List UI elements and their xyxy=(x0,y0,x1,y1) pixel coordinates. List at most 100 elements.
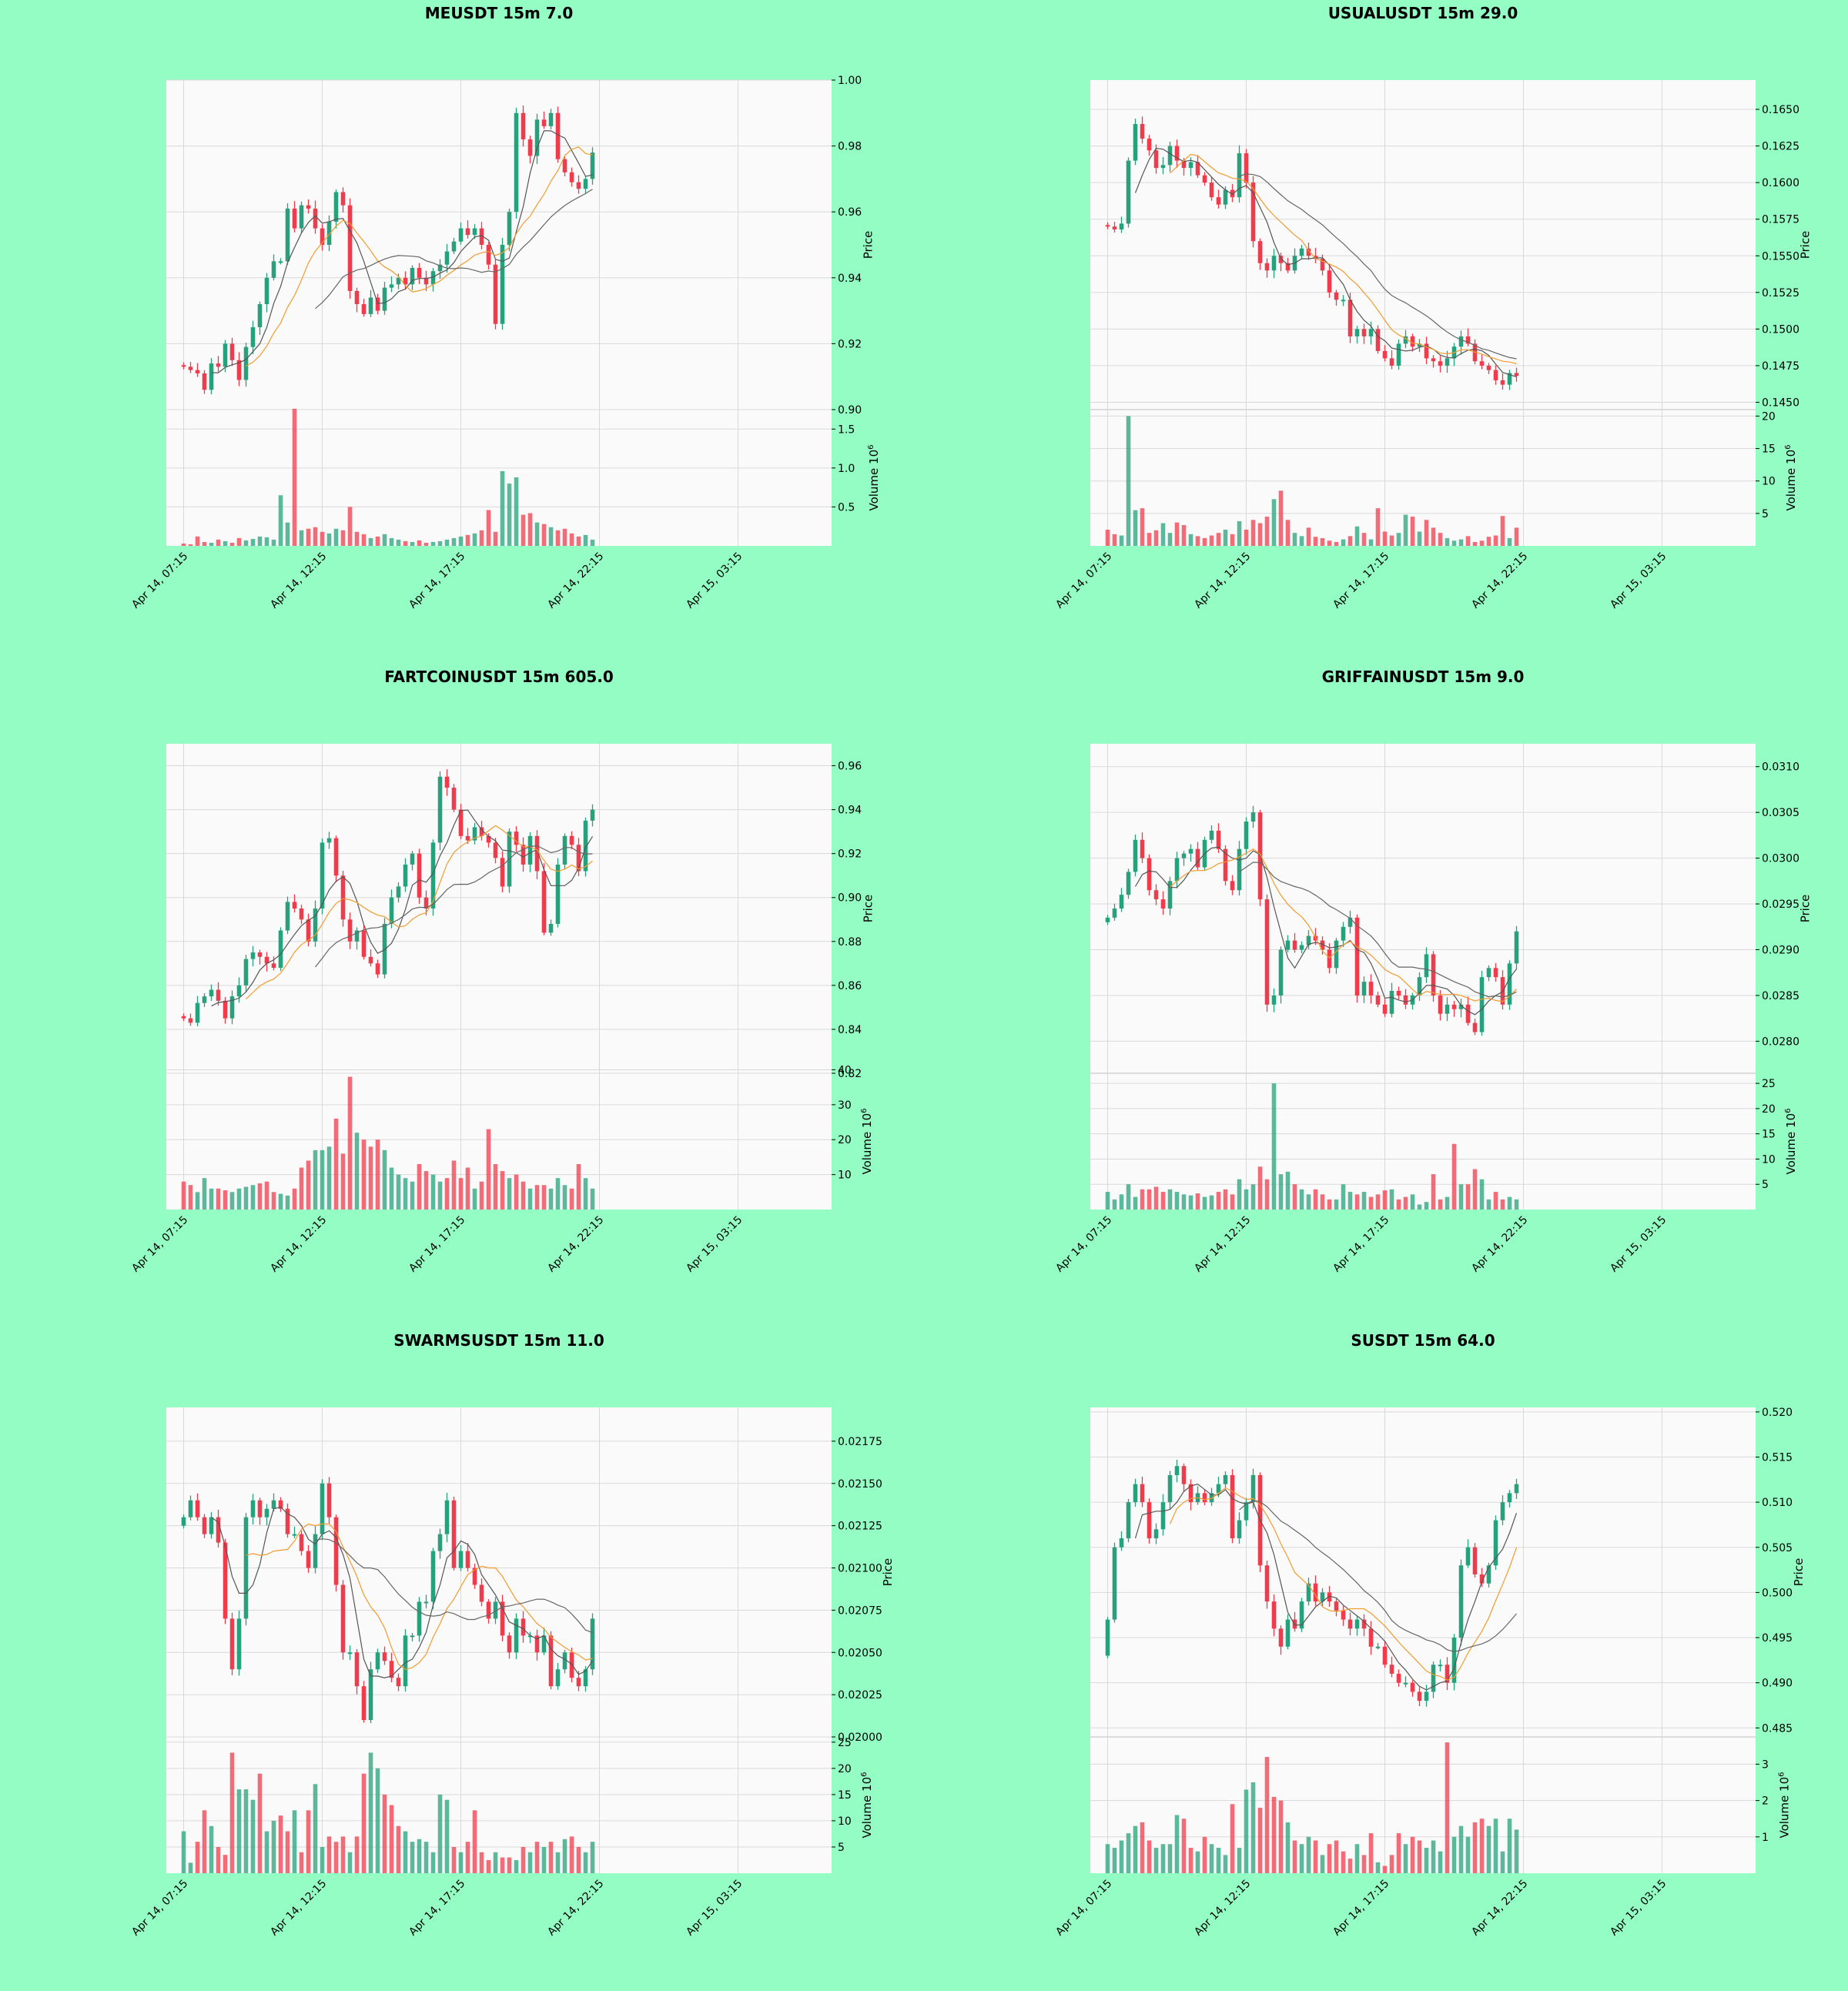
candle-body xyxy=(1160,1502,1166,1530)
candle-body xyxy=(1507,963,1512,1005)
volume-bar xyxy=(486,1129,491,1210)
candle-body xyxy=(1334,940,1339,969)
candle-body xyxy=(590,1618,595,1670)
candle-body xyxy=(1327,270,1332,293)
x-tick-label: Apr 14, 07:15 xyxy=(1053,1214,1114,1275)
volume-bar xyxy=(1389,1855,1394,1873)
volume-bar xyxy=(368,1752,373,1873)
price-panel xyxy=(1090,744,1756,1073)
volume-bar xyxy=(271,539,276,546)
volume-bar xyxy=(375,1768,380,1873)
volume-bar xyxy=(1382,1866,1388,1873)
price-tick-label: 0.0295 xyxy=(1762,898,1799,911)
volume-bar xyxy=(1105,1844,1110,1873)
candle-body xyxy=(1375,1646,1381,1648)
volume-bar xyxy=(1472,1822,1478,1873)
volume-axis-label: Volume 106 xyxy=(1784,444,1798,510)
chart-5: SUSDT 15m 64.0 Apr 14, 07:15 Apr 14, 12:15… xyxy=(1053,1331,1806,1939)
price-tick-label: 0.02050 xyxy=(838,1647,882,1659)
volume-bar xyxy=(1348,536,1353,546)
volume-panel xyxy=(1090,1073,1756,1210)
candle-body xyxy=(1250,812,1256,822)
candle-body xyxy=(1313,1583,1318,1602)
ma-fast-line xyxy=(1134,1484,1518,1691)
volume-bar xyxy=(1119,1194,1124,1210)
volume-bar xyxy=(1375,1862,1381,1873)
candle-body xyxy=(1237,1520,1242,1539)
price-tick-label: 1.00 xyxy=(838,75,862,87)
volume-bar xyxy=(1389,535,1394,546)
candle-body xyxy=(1264,899,1270,1005)
volume-bar xyxy=(1257,1166,1263,1210)
volume-bar xyxy=(417,1164,422,1210)
price-tick-label: 0.02100 xyxy=(838,1563,882,1575)
price-tick-label: 0.96 xyxy=(838,761,862,773)
volume-bar xyxy=(479,1181,484,1210)
candle-body xyxy=(326,838,332,843)
candle-body xyxy=(396,277,401,285)
candle-body xyxy=(424,897,429,908)
candle-body xyxy=(320,1483,325,1534)
candle-body xyxy=(1237,848,1242,891)
candle-body xyxy=(340,1584,346,1653)
x-tick-label: Apr 14, 07:15 xyxy=(129,550,190,611)
volume-bar xyxy=(361,1139,367,1210)
candle-body xyxy=(569,172,574,182)
volume-bar xyxy=(347,1076,353,1210)
candle-body xyxy=(444,1500,450,1534)
volume-bar xyxy=(1514,1199,1519,1210)
price-tick-label: 0.0305 xyxy=(1762,807,1799,819)
volume-bar xyxy=(389,1805,394,1873)
volume-bar xyxy=(1285,520,1291,546)
volume-bar xyxy=(195,1192,200,1210)
volume-bar xyxy=(1486,537,1491,546)
volume-bar xyxy=(1445,537,1450,546)
volume-bar xyxy=(527,1852,533,1873)
volume-bar xyxy=(1202,1196,1207,1210)
volume-bar xyxy=(188,1185,193,1210)
candle-body xyxy=(333,1517,339,1585)
candle-body xyxy=(1341,926,1346,941)
candle-body xyxy=(417,1601,422,1636)
candle-body xyxy=(202,373,207,390)
volume-bar xyxy=(1271,1796,1277,1873)
volume-bar xyxy=(1237,1847,1242,1873)
price-axis-label: Price xyxy=(1792,1558,1806,1587)
volume-tick-label: 10 xyxy=(838,1170,852,1182)
candle-body xyxy=(313,208,318,229)
candle-body xyxy=(188,366,193,370)
volume-bar xyxy=(223,540,228,546)
candle-body xyxy=(403,1635,408,1687)
x-tick-label: Apr 14, 12:15 xyxy=(268,1878,329,1939)
volume-bar xyxy=(458,1852,464,1873)
candle-body xyxy=(1445,1004,1450,1014)
volume-bar xyxy=(1465,1184,1471,1210)
price-tick-label: 0.1500 xyxy=(1762,323,1799,336)
volume-bar xyxy=(1119,535,1124,546)
volume-bar xyxy=(1153,1186,1159,1210)
candle-body xyxy=(1147,1502,1152,1539)
x-tick-label: Apr 14, 22:15 xyxy=(545,1214,606,1275)
candle-body xyxy=(472,228,477,236)
candle-body xyxy=(1458,336,1464,347)
volume-bar xyxy=(1479,540,1485,546)
volume-bar xyxy=(430,541,436,546)
price-tick-label: 0.02025 xyxy=(838,1689,882,1702)
volume-bar xyxy=(271,1820,276,1873)
candle-body xyxy=(1445,358,1450,366)
candle-body xyxy=(1112,226,1117,230)
volume-bar xyxy=(451,1160,457,1210)
price-tick-label: 0.02150 xyxy=(838,1478,882,1491)
candle-body xyxy=(1320,259,1325,271)
volume-bar xyxy=(1250,1782,1256,1873)
volume-bar xyxy=(500,1857,505,1873)
candle-body xyxy=(1278,949,1284,996)
candle-body xyxy=(1140,1484,1145,1503)
price-tick-label: 0.02125 xyxy=(838,1521,882,1533)
volume-tick-label: 1.0 xyxy=(838,463,855,475)
candle-body xyxy=(333,192,339,223)
volume-bar xyxy=(562,1839,567,1873)
candle-body xyxy=(1278,256,1284,263)
volume-bar xyxy=(1126,1184,1131,1210)
candle-body xyxy=(1105,917,1110,922)
